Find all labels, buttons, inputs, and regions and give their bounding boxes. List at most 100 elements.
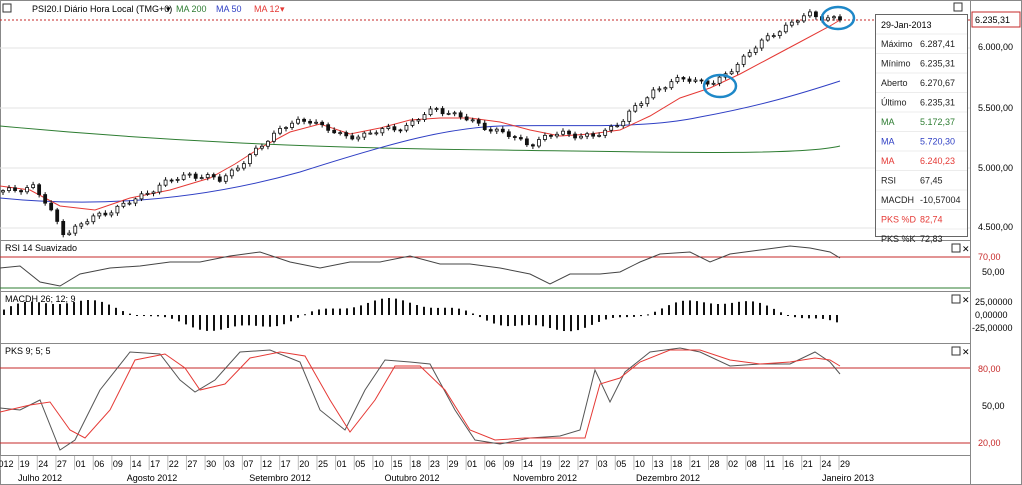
symbol-title[interactable]: PSI20.I Diário Hora Local (TMG+0) <box>32 4 172 14</box>
candle-body <box>386 126 391 129</box>
candle-body <box>789 21 794 26</box>
candle-body <box>37 184 42 195</box>
candle-body <box>19 190 23 193</box>
xaxis-day-label: 09 <box>504 459 514 469</box>
price-candles <box>1 9 842 238</box>
candle-body <box>163 179 168 186</box>
candle-body <box>530 144 535 147</box>
macd-bar <box>836 315 838 323</box>
info-row-label: Mínimo <box>881 59 911 69</box>
xaxis-day-label: 21 <box>803 459 813 469</box>
macd-bar <box>696 301 698 315</box>
xaxis-day-label: 29 <box>448 459 458 469</box>
candle-body <box>157 184 162 193</box>
info-row-label: MA <box>881 137 895 147</box>
candle-body <box>832 16 836 19</box>
candle-body <box>241 163 246 169</box>
ma200-legend[interactable]: MA 200 <box>176 4 207 14</box>
candle-body <box>79 223 84 227</box>
candle-body <box>464 116 469 121</box>
macd-bar <box>87 300 89 315</box>
pks-close-icon[interactable]: ✕ <box>962 347 970 357</box>
candle-body <box>826 17 830 21</box>
candle-body <box>308 120 313 124</box>
macd-bar <box>122 311 124 315</box>
macd-bar <box>416 305 418 315</box>
candle-body <box>91 215 96 223</box>
macd-bar <box>290 315 292 322</box>
candle-body <box>482 122 487 130</box>
macd-title[interactable]: MACDH 26; 12; 9 <box>5 294 76 304</box>
macd-bar <box>619 315 621 318</box>
macd-bar <box>444 307 446 315</box>
macd-bar <box>759 302 761 315</box>
pks-minimize-icon[interactable] <box>951 346 961 356</box>
title-dropdown-icon[interactable]: ▾ <box>166 4 171 14</box>
yaxis-5500: 5.500,00 <box>978 103 1013 113</box>
candle-body <box>699 79 704 82</box>
macd-bar <box>423 306 425 315</box>
macd-bar <box>31 301 33 315</box>
candle-body <box>567 130 571 135</box>
candle-body <box>506 131 511 137</box>
macd-bar <box>192 315 194 328</box>
xaxis-day-label: 01 <box>337 459 347 469</box>
macd-bar <box>479 315 481 318</box>
candle-body <box>597 134 602 137</box>
candle-body <box>711 82 716 85</box>
candle-body <box>169 179 174 182</box>
info-box <box>875 14 968 237</box>
candle-body <box>627 110 632 122</box>
xaxis-frame <box>0 455 971 485</box>
xaxis-day-label: 12 <box>262 459 272 469</box>
current-price-box <box>971 11 1021 28</box>
info-row-label: MA <box>881 117 895 127</box>
macd-bar <box>766 305 768 315</box>
right-axis-frame <box>970 0 1022 485</box>
candle-body <box>296 118 300 124</box>
candle-body <box>103 212 108 216</box>
xaxis-month-label: Janeiro 2013 <box>822 473 874 483</box>
rsi-title[interactable]: RSI 14 Suavizado <box>5 243 77 253</box>
xaxis-day-label: 05 <box>616 459 626 469</box>
macd-bar <box>514 315 516 326</box>
macd-bar <box>521 315 523 326</box>
macd-bar <box>395 298 397 315</box>
xaxis-day-label: 19 <box>542 459 552 469</box>
candle-body <box>735 63 740 73</box>
xaxis-day-label: 19 <box>20 459 30 469</box>
header-icon[interactable] <box>2 3 12 13</box>
price-panel-maximize-icon[interactable] <box>953 2 963 12</box>
macd-bar <box>241 315 243 326</box>
macd-bar <box>129 313 131 315</box>
macd-bar <box>472 313 474 315</box>
ma50-legend[interactable]: MA 50 <box>216 4 242 14</box>
macd-minimize-icon[interactable] <box>951 294 961 304</box>
candle-body <box>85 221 90 225</box>
candle-body <box>476 119 481 124</box>
macd-bar <box>801 315 803 319</box>
rsi-close-icon[interactable]: ✕ <box>962 244 970 254</box>
ma12-dropdown-icon[interactable]: ▾ <box>280 4 285 14</box>
candle-body <box>61 221 66 236</box>
macd-bar <box>94 300 96 315</box>
ma12-legend[interactable]: MA 12 <box>254 4 280 14</box>
macd-bar <box>45 303 47 315</box>
macd-bar <box>17 303 19 315</box>
macd-bar <box>829 315 831 321</box>
macd-bar <box>591 315 593 325</box>
candle-body <box>470 119 475 122</box>
macd-bar <box>150 315 152 317</box>
macd-close-icon[interactable]: ✕ <box>962 295 970 305</box>
pks-title[interactable]: PKS 9; 5; 5 <box>5 346 51 356</box>
candle-body <box>380 128 385 134</box>
info-row-value: 67,45 <box>920 176 943 186</box>
macd-bar <box>808 315 810 319</box>
macd-bar <box>465 310 467 315</box>
candle-body <box>579 135 583 139</box>
xaxis-day-label: 16 <box>784 459 794 469</box>
rsi-minimize-icon[interactable] <box>951 243 961 253</box>
macd-bar <box>143 315 145 317</box>
candle-body <box>115 205 120 214</box>
